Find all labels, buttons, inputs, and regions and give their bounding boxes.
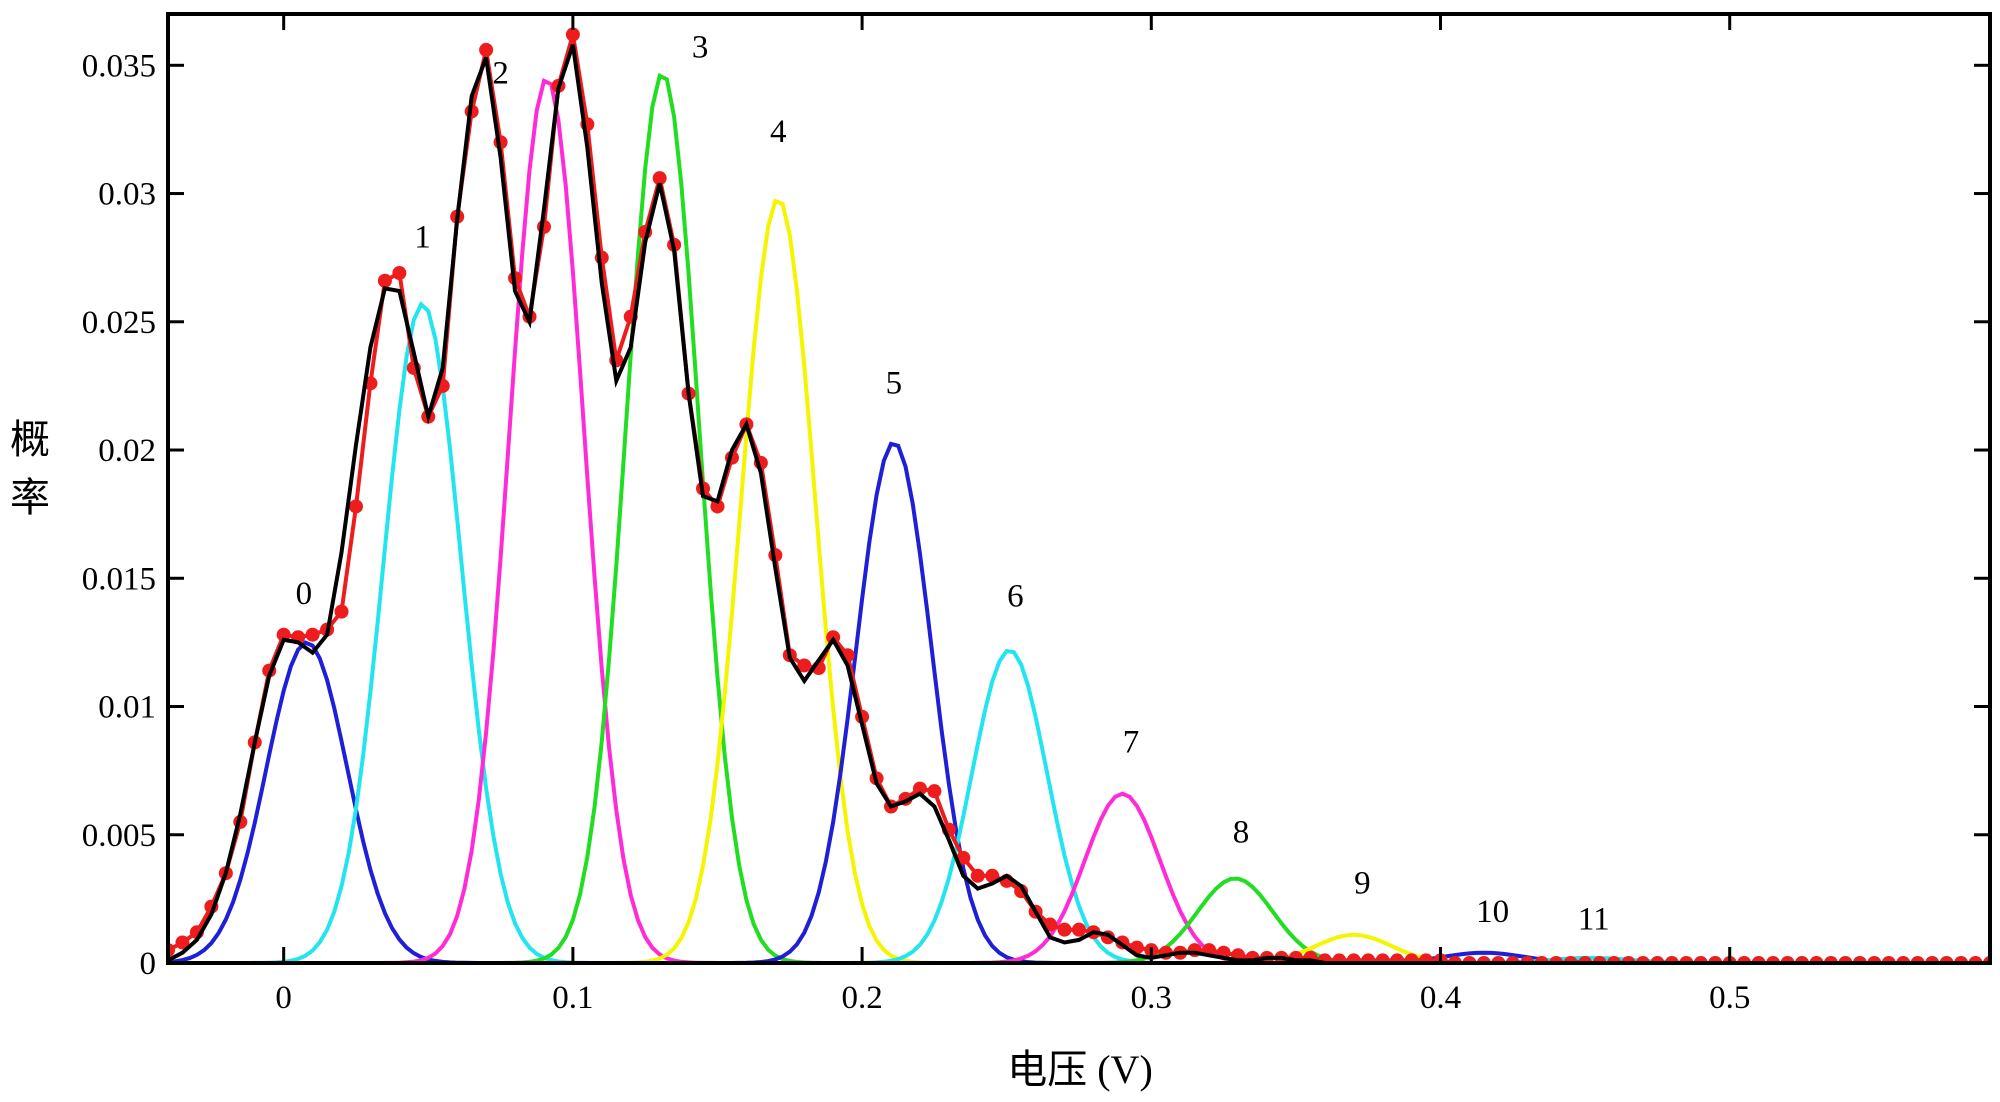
gaussian-curve-peak-5	[168, 441, 1990, 963]
peak-label-3: 3	[692, 30, 709, 66]
data-point-measured	[1419, 953, 1434, 963]
data-point-measured	[1072, 922, 1086, 937]
data-point-measured	[1390, 953, 1405, 963]
data-point-measured	[1332, 953, 1347, 963]
data-point-measured	[305, 627, 320, 642]
y-tick-label: 0.015	[82, 561, 156, 597]
data-point-measured	[927, 784, 942, 799]
data-point-measured	[710, 499, 725, 514]
plot-layer	[168, 27, 1990, 963]
data-point-measured	[334, 604, 349, 619]
series-line-measured	[168, 33, 1990, 963]
data-point-measured	[970, 868, 985, 883]
axes-frame	[166, 12, 1992, 965]
data-point-measured	[1375, 953, 1390, 963]
x-axis-title: 电压 (V)	[1007, 1047, 1153, 1092]
gaussian-curve-peak-0	[168, 640, 1990, 963]
gaussian-curve-peak-6	[168, 648, 1990, 963]
y-tick-label: 0	[140, 946, 157, 982]
data-point-measured	[652, 171, 667, 186]
y-tick-label: 0.02	[98, 433, 156, 469]
data-point-measured	[276, 627, 291, 642]
peak-label-1: 1	[414, 219, 431, 255]
y-axis-title: 概率	[10, 417, 50, 520]
data-point-measured	[1404, 953, 1419, 963]
peak-label-8: 8	[1233, 814, 1250, 850]
gaussian-curve-peak-1	[168, 300, 1990, 963]
data-point-measured	[1057, 922, 1072, 937]
gaussian-curve-peak-4	[168, 198, 1990, 963]
data-point-measured	[392, 266, 407, 281]
peak-label-11: 11	[1578, 902, 1610, 938]
gaussian-curve-peak-2	[168, 77, 1990, 963]
x-tick-label: 0	[275, 980, 292, 1016]
y-tick-label: 0.03	[98, 177, 156, 213]
x-tick-label: 0.5	[1709, 980, 1750, 1016]
peak-label-10: 10	[1476, 894, 1509, 930]
label-layer: 0 1 2 3 4 5 6 7 8 9 10 11	[296, 30, 1610, 938]
series-line-fit-sum	[168, 44, 1990, 963]
peak-label-9: 9	[1354, 866, 1371, 902]
y-tick-label: 0.01	[98, 690, 156, 726]
data-point-measured	[1361, 953, 1376, 963]
peak-label-2: 2	[492, 55, 509, 91]
peak-label-4: 4	[770, 114, 787, 150]
data-point-measured	[985, 868, 1000, 883]
data-point-measured	[956, 850, 971, 865]
gaussian-curve-peak-8	[168, 876, 1990, 963]
x-tick-label: 0.4	[1420, 980, 1461, 1016]
y-tick-label: 0.005	[82, 818, 156, 854]
peak-label-7: 7	[1123, 725, 1140, 761]
x-tick-label: 0.1	[552, 980, 593, 1016]
peak-label-6: 6	[1007, 578, 1024, 614]
data-point-measured	[565, 27, 580, 42]
y-tick-label: 0.025	[82, 305, 156, 341]
data-point-measured	[348, 499, 363, 514]
data-point-measured	[175, 935, 190, 950]
x-tick-label: 0.2	[841, 980, 882, 1016]
gaussian-curve-peak-7	[168, 791, 1990, 963]
tick-layer: 0 0.1 0.2 0.3 0.4 0.5 0 0.005 0.01 0.015 0.02 0.025…	[82, 14, 1990, 1016]
plot-area	[168, 27, 1990, 963]
data-point-measured	[912, 781, 927, 796]
data-point-measured	[479, 42, 494, 57]
gaussian-curve-peak-3	[168, 72, 1990, 963]
data-point-measured	[377, 273, 392, 288]
data-point-measured	[1346, 953, 1361, 963]
peak-label-5: 5	[886, 366, 903, 402]
peak-label-0: 0	[296, 576, 313, 612]
x-tick-label: 0.3	[1131, 980, 1172, 1016]
y-tick-label: 0.035	[82, 48, 156, 84]
data-point-measured	[797, 658, 812, 673]
